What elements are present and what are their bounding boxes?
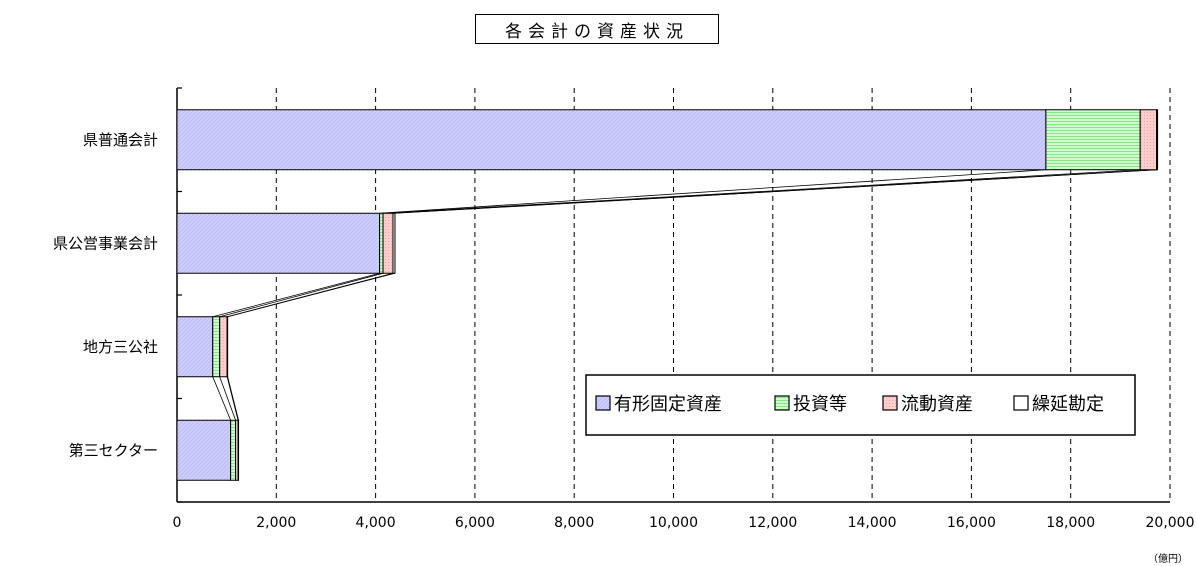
- x-tick-label: 2,000: [256, 515, 296, 531]
- bar-segment: [219, 316, 228, 378]
- x-tick-label: 16,000: [947, 515, 996, 531]
- legend-swatch: [882, 395, 898, 411]
- legend-label: 有形固定資産: [614, 394, 722, 415]
- category-label: 地方三公社: [83, 338, 158, 356]
- bar-segment: [176, 419, 232, 481]
- category-label: 第三セクター: [69, 441, 158, 459]
- series-connector-line: [219, 272, 384, 318]
- bar-segment: [382, 212, 394, 274]
- x-tick-label: 14,000: [848, 515, 897, 531]
- x-tick-label: 10,000: [649, 515, 698, 531]
- legend-label: 投資等: [793, 394, 847, 415]
- legend-box: [585, 374, 1136, 436]
- x-tick-label: 0: [173, 515, 182, 531]
- category-label: 県普通会計: [83, 131, 158, 149]
- series-connector-line: [379, 169, 1046, 214]
- series-connector-line: [394, 169, 1158, 214]
- x-tick-label: 6,000: [455, 515, 495, 531]
- series-connector-line: [227, 272, 396, 318]
- bar-segment: [212, 316, 221, 378]
- series-connector-line: [212, 272, 380, 318]
- bar-segment: [176, 212, 381, 274]
- series-connector-line: [226, 376, 239, 421]
- category-label: 県公営事業会計: [53, 234, 158, 252]
- legend-swatch: [774, 395, 790, 411]
- legend-label: 繰延勘定: [1032, 394, 1104, 415]
- bar-segment: [379, 212, 384, 274]
- bar-segment: [230, 419, 237, 481]
- bar-segment: [176, 316, 214, 378]
- bar-segment: [1045, 109, 1141, 171]
- legend-swatch: [595, 395, 611, 411]
- x-tick-label: 20,000: [1146, 515, 1195, 531]
- x-tick-label: 18,000: [1046, 515, 1095, 531]
- bar-segment: [392, 212, 396, 274]
- x-tick-label: 8,000: [554, 515, 594, 531]
- legend-label: 流動資産: [901, 394, 973, 415]
- series-connector-line: [383, 169, 1141, 214]
- series-connector-line: [227, 376, 239, 421]
- bar-segment: [176, 109, 1047, 171]
- bar-segment: [1139, 109, 1158, 171]
- x-tick-label: 4,000: [356, 515, 396, 531]
- bar-segment: [1156, 109, 1159, 171]
- x-tick-label: 12,000: [748, 515, 797, 531]
- chart-title: 各会計の資産状況: [475, 14, 719, 44]
- series-connector-line: [219, 376, 236, 421]
- x-axis-unit: （億円）: [1148, 552, 1188, 565]
- legend-swatch: [1013, 395, 1029, 411]
- series-connector-line: [212, 376, 231, 421]
